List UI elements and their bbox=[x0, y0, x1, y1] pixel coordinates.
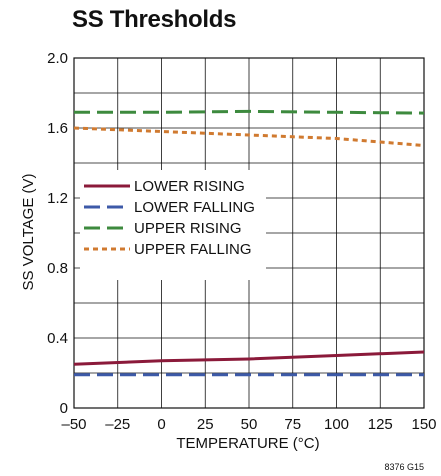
legend-label-2: UPPER RISING bbox=[134, 220, 242, 237]
y-tick-label-0: 0 bbox=[60, 400, 68, 417]
x-tick-label-7: 125 bbox=[368, 416, 393, 433]
x-tick-label-4: 50 bbox=[241, 416, 258, 433]
x-tick-label-0: –50 bbox=[61, 416, 86, 433]
series-line-3 bbox=[73, 126, 425, 147]
y-tick-labels: 0 0.4 0.8 1.2 1.6 2.0 bbox=[47, 50, 68, 417]
y-tick-label-1: 0.4 bbox=[47, 330, 68, 347]
legend-background bbox=[80, 170, 266, 280]
y-axis-label: SS VOLTAGE (V) bbox=[20, 174, 37, 291]
x-tick-label-1: –25 bbox=[105, 416, 130, 433]
y-tick-label-5: 2.0 bbox=[47, 50, 68, 67]
chart-title: SS Thresholds bbox=[72, 6, 237, 33]
y-tick-label-3: 1.2 bbox=[47, 190, 68, 207]
x-tick-labels: –50 –25 0 25 50 75 100 125 150 bbox=[61, 416, 436, 433]
x-axis-label: TEMPERATURE (°C) bbox=[176, 435, 319, 452]
legend-box bbox=[80, 170, 266, 280]
plot-frame bbox=[73, 57, 425, 409]
legend-label-1: LOWER FALLING bbox=[134, 199, 255, 216]
y-tick-label-4: 1.6 bbox=[47, 120, 68, 137]
x-tick-label-6: 100 bbox=[324, 416, 349, 433]
x-tick-label-3: 25 bbox=[197, 416, 214, 433]
legend: LOWER RISING LOWER FALLING UPPER RISING UPP… bbox=[84, 178, 255, 258]
x-tick-label-5: 75 bbox=[284, 416, 301, 433]
figure-id: 8376 G15 bbox=[384, 462, 424, 472]
series-lines bbox=[73, 109, 425, 377]
legend-label-3: UPPER FALLING bbox=[134, 241, 252, 258]
legend-label-0: LOWER RISING bbox=[134, 178, 245, 195]
series-line-2 bbox=[74, 109, 425, 115]
series-line-0 bbox=[73, 350, 425, 366]
x-tick-label-8: 150 bbox=[411, 416, 436, 433]
y-tick-label-2: 0.8 bbox=[47, 260, 68, 277]
plot-border bbox=[73, 57, 425, 409]
x-tick-label-2: 0 bbox=[157, 416, 165, 433]
